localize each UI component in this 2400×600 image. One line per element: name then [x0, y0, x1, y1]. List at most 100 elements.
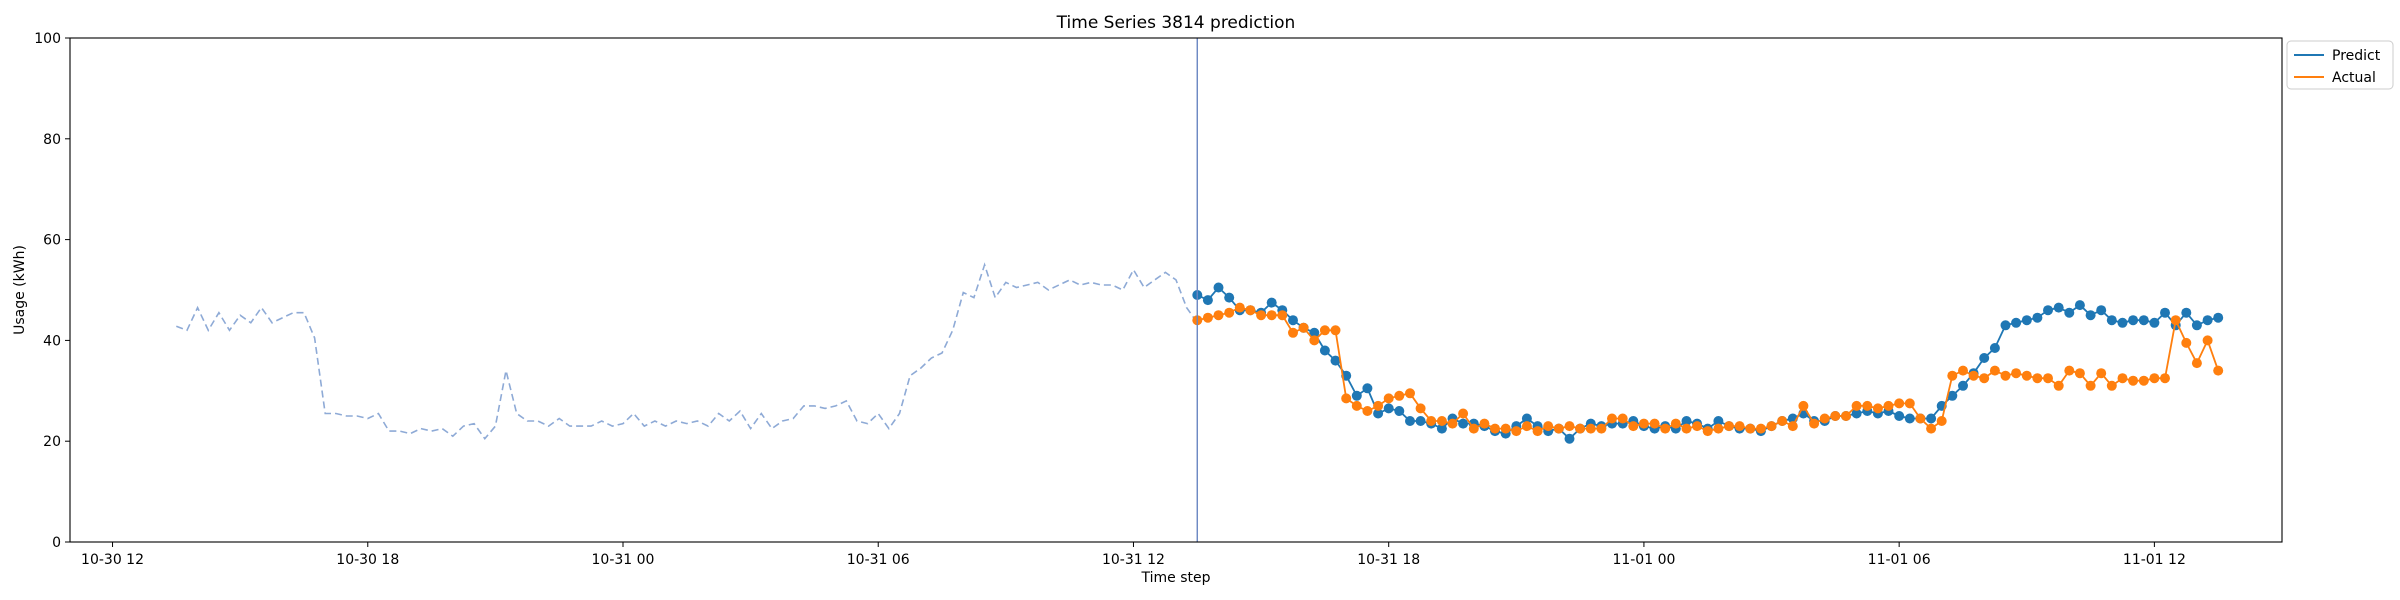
point-actual — [2149, 373, 2160, 384]
point-actual — [2043, 373, 2053, 384]
point-prediction — [1681, 416, 1692, 426]
point-prediction — [1947, 390, 1958, 401]
point-prediction — [1894, 411, 1905, 421]
point-prediction — [2202, 315, 2213, 326]
point-actual — [1862, 400, 1873, 411]
point-actual — [1872, 403, 1883, 414]
point-actual — [1351, 400, 1362, 411]
point-actual — [1841, 411, 1851, 421]
point-actual — [1298, 322, 1309, 333]
point-actual — [1819, 413, 1830, 424]
point-actual — [1936, 416, 1947, 426]
point-actual — [2170, 315, 2181, 326]
point-actual — [1617, 413, 1628, 424]
series-line-history — [176, 262, 1198, 441]
x-tick-label: 10-31 00 — [592, 552, 655, 568]
point-actual — [1809, 418, 1820, 429]
point-actual — [1245, 305, 1256, 316]
point-actual — [1713, 423, 1724, 434]
point-actual — [1341, 393, 1352, 404]
point-actual — [1851, 400, 1862, 411]
point-actual — [1883, 400, 1894, 411]
point-actual — [1373, 400, 1384, 411]
chart-title: Time Series 3814 prediction — [1056, 13, 1296, 33]
point-actual — [2181, 337, 2192, 348]
x-tick-label: 11-01 00 — [1612, 552, 1675, 568]
x-tick-label: 10-31 12 — [1102, 552, 1165, 568]
point-actual — [1266, 310, 1277, 321]
point-prediction — [1351, 390, 1362, 401]
point-actual — [1692, 421, 1703, 432]
point-actual — [2106, 380, 2117, 391]
point-actual — [2128, 375, 2139, 386]
point-actual — [1234, 302, 1245, 313]
y-tick-label: 100 — [34, 31, 61, 47]
point-actual — [2191, 358, 2202, 369]
point-prediction — [1904, 413, 1915, 424]
x-axis-label: Time step — [1141, 570, 1211, 586]
point-actual — [1766, 421, 1777, 432]
y-tick-label: 0 — [52, 535, 61, 551]
point-prediction — [1202, 295, 1213, 306]
point-actual — [1670, 418, 1681, 429]
point-prediction — [2064, 307, 2075, 318]
point-actual — [1521, 421, 1532, 432]
point-actual — [2213, 365, 2224, 376]
point-actual — [1755, 423, 1766, 434]
point-prediction — [2032, 312, 2043, 323]
point-prediction — [2128, 315, 2139, 326]
x-axis: 10-30 12 10-30 18 10-31 00 10-31 06 10-31 12… — [81, 542, 2186, 568]
point-prediction — [1958, 380, 1968, 391]
point-actual — [1702, 426, 1713, 437]
point-actual — [1947, 370, 1958, 381]
point-actual — [2138, 375, 2149, 386]
x-tick-label: 11-01 06 — [1868, 552, 1931, 568]
point-actual — [1532, 426, 1543, 437]
point-prediction — [1394, 406, 1405, 416]
point-prediction — [2053, 302, 2064, 313]
point-prediction — [2011, 317, 2022, 328]
point-actual — [1607, 413, 1617, 424]
point-prediction — [1415, 416, 1426, 426]
point-prediction — [2117, 317, 2128, 328]
point-actual — [1926, 423, 1937, 434]
x-tick-label: 10-31 18 — [1357, 552, 1420, 568]
point-actual — [1553, 423, 1564, 434]
point-actual — [2117, 373, 2128, 384]
point-actual — [1798, 400, 1809, 411]
point-actual — [2160, 373, 2170, 384]
y-tick-label: 20 — [43, 434, 61, 450]
point-prediction — [1266, 297, 1277, 308]
point-prediction — [2096, 305, 2107, 316]
legend-actual-label: Actual — [2332, 70, 2376, 86]
point-prediction — [2021, 315, 2032, 326]
point-prediction — [1989, 343, 2000, 353]
plot-frame — [69, 37, 2283, 543]
point-prediction — [1436, 423, 1447, 434]
legend: Predict Actual — [2286, 40, 2394, 90]
point-actual — [1405, 388, 1415, 399]
series-group — [176, 262, 2224, 444]
point-actual — [2032, 373, 2043, 384]
point-actual — [2074, 368, 2085, 379]
point-actual — [1362, 406, 1373, 416]
point-actual — [1319, 325, 1330, 336]
point-prediction — [1521, 413, 1532, 424]
point-actual — [2064, 365, 2075, 376]
point-actual — [1383, 393, 1394, 404]
point-actual — [1681, 423, 1692, 434]
point-actual — [1500, 423, 1511, 434]
point-prediction — [2213, 312, 2224, 323]
point-prediction — [1405, 416, 1415, 426]
point-prediction — [1851, 408, 1862, 419]
y-tick-label: 80 — [43, 132, 61, 148]
point-prediction — [1383, 403, 1394, 414]
plot-area — [69, 37, 2283, 543]
x-tick-label: 10-30 18 — [336, 552, 399, 568]
point-actual — [1830, 411, 1841, 421]
point-actual — [1734, 421, 1745, 432]
point-prediction — [1926, 413, 1937, 424]
x-tick-label: 11-01 12 — [2123, 552, 2186, 568]
x-tick-label: 10-30 12 — [81, 552, 144, 568]
point-actual — [1777, 416, 1788, 426]
